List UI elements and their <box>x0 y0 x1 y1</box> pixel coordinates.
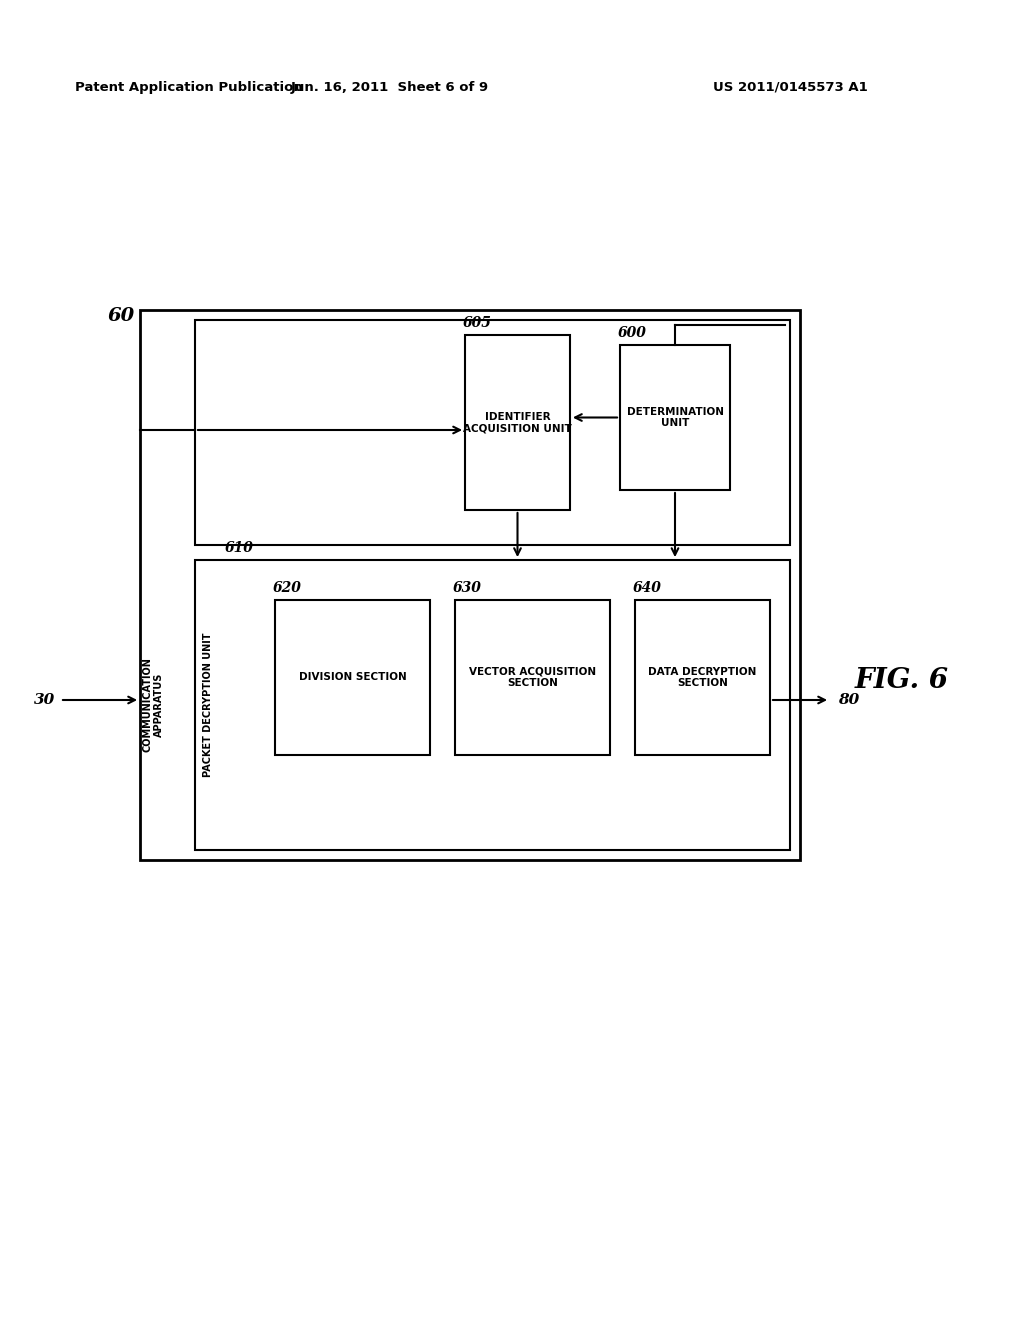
Text: Patent Application Publication: Patent Application Publication <box>75 81 303 94</box>
Bar <box>195 319 790 545</box>
Bar <box>465 335 570 510</box>
Bar <box>455 601 610 755</box>
Bar <box>275 601 430 755</box>
Text: 630: 630 <box>453 581 482 595</box>
Bar <box>195 560 790 850</box>
Text: PACKET DECRYPTION UNIT: PACKET DECRYPTION UNIT <box>203 632 213 777</box>
Text: DIVISION SECTION: DIVISION SECTION <box>299 672 407 682</box>
Text: 640: 640 <box>633 581 662 595</box>
Bar <box>140 310 800 861</box>
Text: VECTOR ACQUISITION
SECTION: VECTOR ACQUISITION SECTION <box>469 667 596 688</box>
Bar <box>635 601 770 755</box>
Text: 610: 610 <box>225 541 254 554</box>
Bar <box>620 345 730 490</box>
Text: FIG. 6: FIG. 6 <box>855 667 949 693</box>
Text: DETERMINATION
UNIT: DETERMINATION UNIT <box>627 407 724 428</box>
Text: 600: 600 <box>618 326 647 341</box>
Text: 60: 60 <box>108 308 135 325</box>
Text: 30: 30 <box>34 693 55 708</box>
Text: COMMUNICATION
APPARATUS: COMMUNICATION APPARATUS <box>142 657 164 752</box>
Text: 605: 605 <box>463 315 492 330</box>
Text: 80: 80 <box>838 693 859 708</box>
Text: 620: 620 <box>273 581 302 595</box>
Text: US 2011/0145573 A1: US 2011/0145573 A1 <box>713 81 867 94</box>
Text: Jun. 16, 2011  Sheet 6 of 9: Jun. 16, 2011 Sheet 6 of 9 <box>291 81 489 94</box>
Text: DATA DECRYPTION
SECTION: DATA DECRYPTION SECTION <box>648 667 757 688</box>
Text: IDENTIFIER
ACQUISITION UNIT: IDENTIFIER ACQUISITION UNIT <box>463 412 571 433</box>
